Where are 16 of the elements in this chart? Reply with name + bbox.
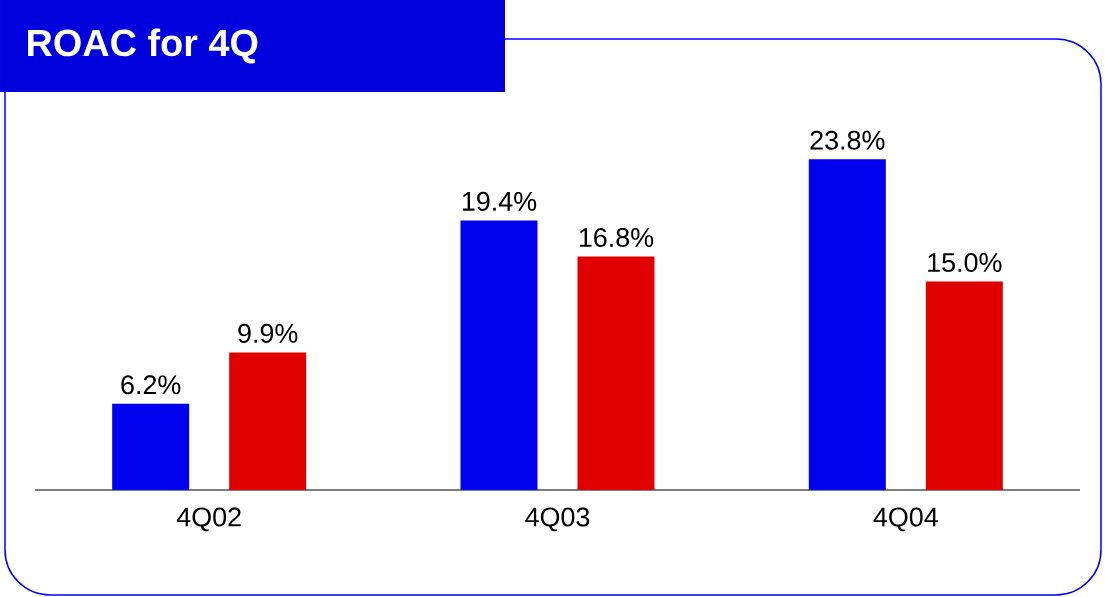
bar (112, 403, 190, 490)
data-label: 16.8% (579, 227, 654, 248)
bar (460, 220, 538, 490)
data-label: 19.4% (462, 191, 537, 211)
chart-title: ROAC for 4Q (28, 28, 258, 64)
bar (229, 352, 307, 490)
x-tick-label: 4Q02 (176, 507, 241, 532)
bar (577, 256, 655, 490)
bar (808, 159, 886, 490)
x-tick-label: 4Q04 (873, 507, 938, 532)
bar (925, 281, 1003, 490)
data-label: 15.0% (928, 252, 1002, 273)
data-label: 6.2% (121, 375, 181, 395)
data-label: 23.8% (810, 130, 885, 150)
x-tick-label: 4Q03 (525, 507, 590, 532)
data-label: 9.9% (238, 323, 298, 343)
